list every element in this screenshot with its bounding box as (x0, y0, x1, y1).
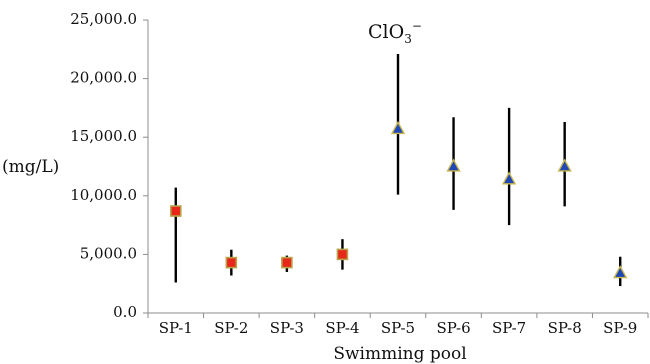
y-tick-label: 0.0 (113, 303, 137, 321)
mean-marker-square (281, 256, 293, 269)
y-tick-label: 25,000.0 (70, 10, 137, 28)
mean-marker-triangle (446, 158, 461, 172)
mean-marker-square (169, 205, 182, 217)
axes (147, 20, 648, 314)
x-tick-label: SP-7 (492, 319, 526, 337)
y-tick-label: 5,000.0 (80, 244, 137, 262)
y-ticks: 0.0 5,000.0 10,000.0 15,000.0 20,000.0 25,000… (70, 10, 148, 321)
x-axis-label: Swimming pool (333, 344, 466, 364)
x-tick-label: SP-8 (548, 319, 582, 337)
mean-marker-triangle (390, 120, 406, 135)
x-tick-label: SP-5 (381, 319, 415, 337)
x-ticks: SP-1 SP-2 SP-3 SP-4 SP-5 SP-6 SP-7 SP-8 SP-9 (147, 313, 649, 337)
y-tick-label: 15,000.0 (70, 127, 137, 145)
x-tick-label: SP-9 (603, 319, 637, 337)
x-tick-label: SP-3 (270, 319, 304, 337)
x-tick-label: SP-2 (214, 319, 248, 337)
mean-marker-triangle (613, 265, 628, 279)
x-tick-label: SP-1 (159, 319, 193, 337)
mean-marker-square (225, 256, 238, 269)
mean-markers (169, 120, 628, 279)
mean-marker-triangle (501, 171, 517, 185)
x-tick-label: SP-6 (436, 319, 470, 337)
mean-marker-triangle (557, 158, 572, 172)
y-tick-label: 20,000.0 (70, 69, 137, 87)
x-tick-label: SP-4 (325, 319, 359, 337)
y-axis-label: (mg/L) (2, 157, 59, 177)
range-lines (174, 53, 622, 287)
chart-title: ClO3− (368, 19, 422, 46)
mean-marker-square (336, 248, 349, 261)
y-tick-label: 10,000.0 (70, 186, 137, 204)
